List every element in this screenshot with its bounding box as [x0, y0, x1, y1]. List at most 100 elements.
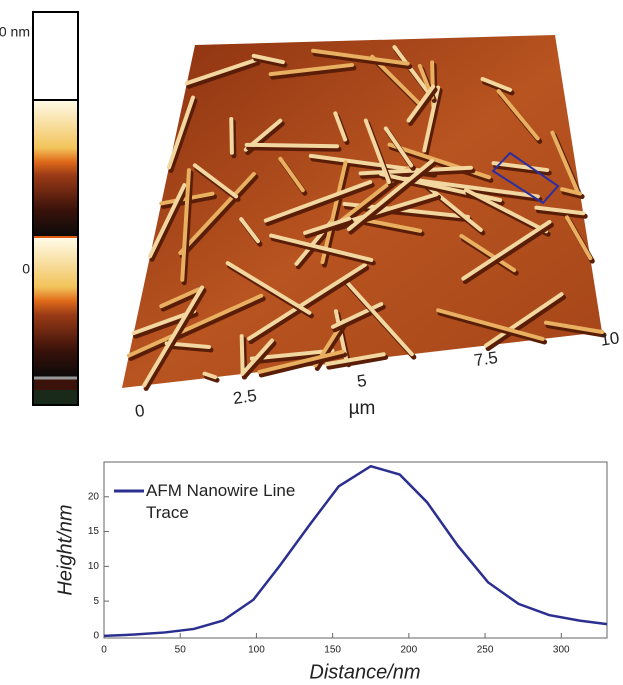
nanowire-shadow: [312, 51, 413, 70]
nanowire: [244, 142, 340, 149]
nanowire: [560, 187, 583, 196]
colorbar-label: 0: [22, 261, 30, 277]
trace-box: [491, 151, 560, 205]
nanowire-shadow: [248, 265, 370, 345]
nanowire: [461, 219, 552, 281]
nanowire-shadow: [482, 79, 515, 96]
afm-axis-label: µm: [349, 398, 376, 419]
y-tick-label: 10: [88, 561, 100, 572]
nanowire-shadow: [348, 161, 437, 235]
afm-tick-label: 2.5: [232, 386, 258, 408]
nanowire-shadow: [462, 222, 554, 285]
nanowire-shadow: [408, 87, 438, 126]
afm-tick-label: 5: [356, 371, 368, 391]
nanowire-shadow: [363, 220, 425, 237]
nanowire: [166, 95, 195, 170]
nanowire: [240, 338, 274, 376]
nanowire: [320, 160, 348, 265]
data-line: [103, 464, 608, 638]
y-tick-label: 20: [88, 491, 100, 502]
nanowire-shadow: [186, 60, 261, 89]
x-axis-label: Distance/nm: [309, 661, 420, 683]
nanowire: [565, 215, 593, 261]
nanowire-shadow: [258, 352, 348, 378]
y-tick-label: 0: [93, 631, 99, 642]
x-tick-label: 200: [401, 645, 418, 656]
nanowire-shadow: [304, 219, 354, 239]
nanowire-shadow: [143, 288, 207, 391]
nanowire: [543, 320, 604, 334]
nanowire-shadow: [270, 236, 376, 266]
nanowire: [402, 176, 540, 199]
legend-text: AFM Nanowire Line Trace: [146, 481, 296, 522]
nanowire: [550, 130, 580, 194]
nanowires: [126, 45, 607, 391]
x-tick-label: 0: [101, 645, 107, 656]
nanowire: [346, 158, 434, 232]
nanowire-shadow: [437, 310, 548, 345]
afm-tick-label: 0: [134, 401, 146, 421]
nanowire: [311, 48, 410, 66]
x-tick-label: 150: [324, 645, 341, 656]
y-axis-label: Height/nm: [54, 504, 76, 595]
nanowire-shadow: [485, 294, 567, 352]
nanowire: [142, 285, 205, 388]
nanowire: [251, 53, 285, 65]
colorbar-label: 40 nm: [0, 24, 30, 40]
afm-tick-label: 10: [599, 328, 620, 349]
y-tick-label: 15: [88, 526, 100, 537]
nanowire: [148, 183, 187, 259]
nanowire: [126, 293, 264, 358]
x-tick-label: 300: [553, 645, 570, 656]
nanowire-shadow: [160, 289, 204, 312]
nanowire: [178, 171, 256, 255]
nanowire-shadow: [265, 182, 375, 227]
nanowire: [341, 276, 414, 357]
legend: AFM Nanowire Line Trace: [114, 480, 346, 524]
nanowire-shadow: [246, 145, 342, 152]
nanowire: [192, 163, 239, 199]
nanowire: [249, 348, 335, 361]
nanowire: [491, 161, 550, 173]
nanowire: [333, 111, 348, 142]
nanowire: [247, 262, 367, 341]
nanowire-shadow: [561, 189, 585, 200]
nanowire: [202, 371, 218, 380]
nanowire: [278, 156, 305, 193]
nanowire: [239, 217, 260, 244]
plot-frame: [103, 461, 608, 639]
nanowire-shadow: [253, 56, 288, 68]
nanowire: [496, 89, 540, 141]
afm-tick-label: 7.5: [473, 348, 499, 370]
nanowire-shadow: [241, 341, 277, 380]
x-tick-label: 250: [477, 645, 494, 656]
nanowire: [363, 118, 391, 185]
nanowire: [464, 187, 549, 234]
nanowire: [257, 349, 345, 374]
nanowire: [480, 76, 513, 92]
nanowire: [239, 334, 245, 376]
nanowire: [459, 233, 517, 273]
nanowire-shadow: [389, 145, 494, 183]
nanowire-shadow: [168, 98, 198, 173]
nanowire: [180, 168, 191, 282]
nanowire: [330, 302, 384, 329]
y-tick-label: 5: [93, 596, 99, 607]
colorbar: [32, 11, 79, 406]
nanowire: [269, 233, 374, 262]
nanowire: [303, 216, 352, 235]
nanowire-shadow: [545, 323, 607, 338]
nanowire: [324, 352, 386, 367]
legend-entry: AFM Nanowire Line Trace: [114, 480, 346, 524]
nanowire: [484, 292, 564, 348]
legend-swatch: [114, 489, 144, 493]
nanowire: [361, 217, 423, 233]
nanowire-shadow: [179, 174, 259, 259]
nanowire: [358, 165, 473, 176]
nanowire-shadow: [493, 163, 552, 176]
nanowire-shadow: [270, 65, 357, 80]
nanowire: [406, 84, 436, 123]
nanowire-shadow: [326, 354, 389, 370]
